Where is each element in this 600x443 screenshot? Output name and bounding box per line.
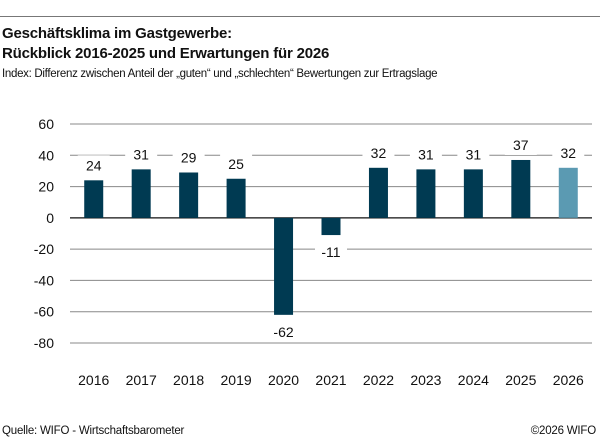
bar-2018 — [179, 172, 199, 218]
data-label-2017: 31 — [133, 146, 149, 162]
bar-2022 — [368, 167, 388, 218]
data-label-bg — [315, 242, 347, 263]
data-label-2019: 25 — [228, 156, 244, 172]
y-tick-label: 60 — [38, 116, 54, 132]
x-tick-label: 2021 — [315, 372, 346, 388]
top-rule — [0, 16, 600, 17]
data-label-bg — [504, 134, 537, 155]
y-tick-label: 40 — [38, 147, 54, 163]
x-tick-label: 2024 — [458, 372, 489, 388]
data-label-bg — [267, 321, 300, 342]
bar-2016 — [84, 180, 104, 218]
copyright: ©2026 WIFO — [530, 425, 596, 437]
data-label-bg — [220, 153, 253, 174]
x-tick-label: 2017 — [126, 372, 157, 388]
bar-2023 — [416, 169, 436, 218]
data-label-2018: 29 — [181, 149, 197, 165]
bar-2025 — [511, 159, 531, 218]
data-label-2022: 32 — [371, 145, 387, 161]
y-tick-label: -60 — [34, 304, 54, 320]
y-tick-label: -20 — [34, 241, 54, 257]
x-tick-label: 2016 — [78, 372, 109, 388]
x-tick-label: 2022 — [363, 372, 394, 388]
x-tick-label: 2026 — [553, 372, 584, 388]
y-tick-label: -80 — [34, 335, 54, 351]
bar-2026 — [558, 167, 578, 218]
data-label-2016: 24 — [86, 157, 102, 173]
data-label-bg — [362, 142, 395, 163]
data-label-2023: 31 — [418, 146, 434, 162]
data-label-bg — [457, 144, 490, 165]
bar-2020 — [274, 217, 294, 315]
bar-2019 — [226, 178, 246, 218]
data-label-2021: -11 — [321, 244, 340, 260]
data-label-bg — [552, 142, 585, 163]
data-label-bg — [409, 144, 442, 165]
source-note: Quelle: WIFO - Wirtschaftsbarometer — [2, 425, 185, 437]
chart-title: Geschäftsklima im Gastgewerbe: Rückblick… — [2, 24, 329, 64]
x-tick-label: 2019 — [221, 372, 252, 388]
data-label-2020: -62 — [273, 324, 293, 340]
x-tick-label: 2023 — [410, 372, 441, 388]
data-label-2025: 37 — [513, 137, 529, 153]
title-line-1: Geschäftsklima im Gastgewerbe: — [2, 25, 232, 42]
x-tick-label: 2018 — [173, 372, 204, 388]
bar-2024 — [463, 169, 483, 218]
y-tick-label: 20 — [38, 179, 54, 195]
data-label-bg — [172, 147, 205, 168]
y-tick-label: -40 — [34, 272, 54, 288]
x-tick-label: 2025 — [505, 372, 536, 388]
bar-2017 — [131, 169, 151, 218]
data-label-bg — [125, 144, 158, 165]
x-tick-label: 2020 — [268, 372, 299, 388]
bar-2021 — [321, 217, 341, 236]
data-label-bg — [77, 155, 110, 176]
y-tick-label: 0 — [46, 210, 54, 226]
title-line-2: Rückblick 2016-2025 und Erwartungen für … — [2, 45, 330, 62]
chart-subtitle: Index: Differenz zwischen Anteil der „gu… — [2, 68, 438, 80]
data-label-2026: 32 — [560, 145, 576, 161]
data-label-2024: 31 — [466, 146, 482, 162]
